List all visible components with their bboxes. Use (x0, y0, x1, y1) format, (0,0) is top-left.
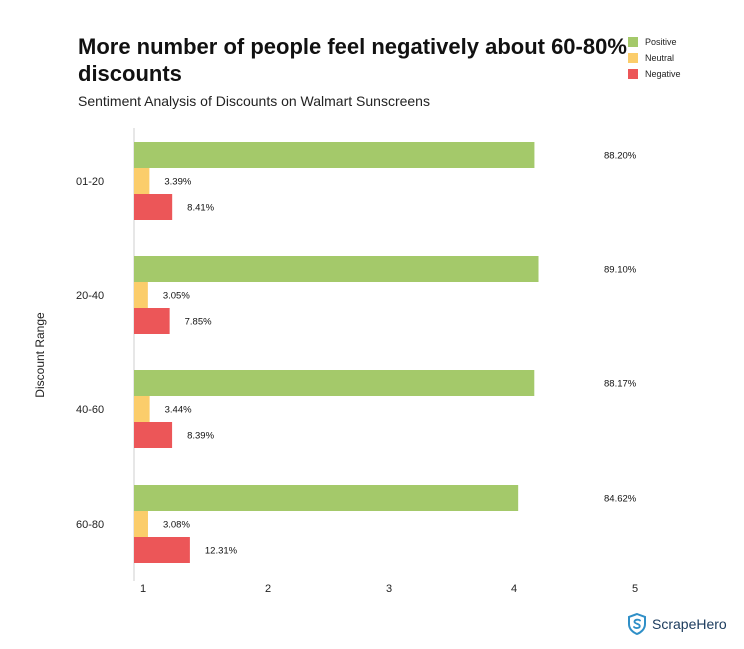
y-tick-label: 01-20 (76, 176, 104, 188)
bar-negative (134, 194, 173, 220)
x-tick-label: 4 (511, 583, 517, 595)
y-tick-label: 40-60 (76, 404, 104, 416)
data-label: 84.62% (604, 494, 637, 505)
x-tick-label: 5 (632, 583, 638, 595)
x-tick-label: 1 (140, 583, 146, 595)
bar-positive (134, 485, 519, 511)
data-label: 8.41% (187, 203, 214, 214)
legend-item-positive: Positive (628, 34, 681, 50)
data-label: 3.05% (163, 291, 190, 302)
bar-positive (134, 370, 535, 396)
y-tick-label: 60-80 (76, 519, 104, 531)
bar-positive (134, 256, 539, 282)
bar-neutral (134, 168, 150, 194)
data-label: 88.17% (604, 379, 637, 390)
legend-swatch-neutral (628, 53, 638, 63)
bar-neutral (134, 511, 148, 537)
bar-neutral (134, 282, 148, 308)
data-label: 3.08% (163, 520, 190, 531)
y-axis-title: Discount Range (33, 312, 47, 398)
bar-negative (134, 308, 170, 334)
bar-positive (134, 142, 535, 168)
brand-name: ScrapeHero (652, 616, 727, 632)
data-label: 8.39% (187, 431, 214, 442)
legend-item-negative: Negative (628, 66, 681, 82)
legend-label-negative: Negative (645, 69, 681, 79)
bar-negative (134, 537, 190, 563)
legend-label-neutral: Neutral (645, 53, 675, 63)
data-label: 12.31% (205, 546, 238, 557)
legend-item-neutral: Neutral (628, 50, 681, 66)
x-tick-label: 3 (386, 583, 392, 595)
scrapehero-logo-icon (628, 613, 646, 635)
x-tick-label: 2 (265, 583, 271, 595)
brand-logo: ScrapeHero (627, 613, 727, 635)
legend-swatch-negative (628, 69, 638, 79)
bar-negative (134, 422, 173, 448)
data-label: 3.39% (164, 177, 191, 188)
chart-subtitle: Sentiment Analysis of Discounts on Walma… (78, 93, 430, 109)
data-label: 89.10% (604, 265, 637, 276)
data-label: 7.85% (185, 317, 212, 328)
legend: Positive Neutral Negative (628, 34, 681, 82)
legend-swatch-positive (628, 37, 638, 47)
chart-title: More number of people feel negatively ab… (78, 34, 627, 86)
data-label: 3.44% (165, 405, 192, 416)
y-tick-label: 20-40 (76, 290, 104, 302)
data-label: 88.20% (604, 151, 637, 162)
legend-label-positive: Positive (645, 37, 677, 47)
bar-neutral (134, 396, 150, 422)
